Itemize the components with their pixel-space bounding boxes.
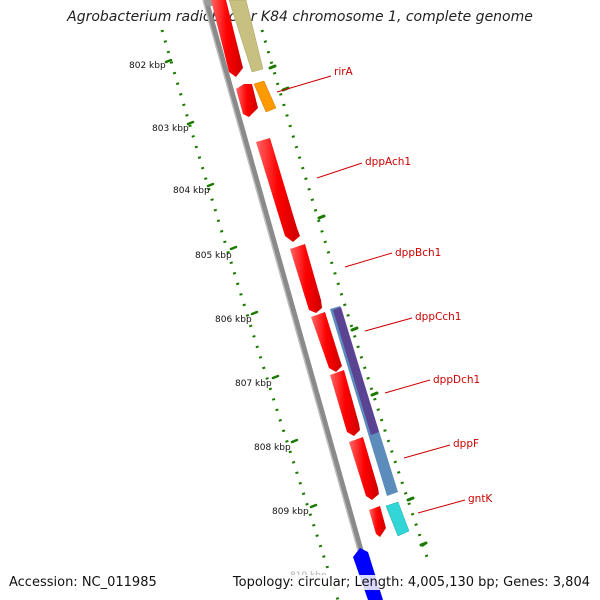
gene-arrow[interactable] — [236, 84, 258, 117]
gene-label[interactable]: gntK — [468, 493, 493, 505]
ruler-tick-label: 805 kbp — [195, 251, 232, 261]
ruler-ticks — [164, 58, 318, 509]
map-title: Agrobacterium radiobacter K84 chromosome… — [67, 9, 533, 25]
outer-dotted-track — [260, 29, 430, 561]
gene-arrow-gntK[interactable] — [369, 506, 386, 537]
gene-arrow-dppF[interactable] — [349, 437, 379, 500]
backbone-line — [203, 0, 378, 600]
backbone-highlight — [202, 0, 373, 600]
gene-arrow[interactable] — [228, 0, 264, 73]
gene-label[interactable]: dppAch1 — [365, 156, 411, 168]
ruler-tick-label: 802 kbp — [129, 61, 166, 71]
gene-label[interactable]: dppF — [453, 438, 479, 450]
ruler-tick-label: 808 kbp — [254, 443, 291, 453]
gene-arrow[interactable] — [353, 548, 383, 600]
topology-text: Topology: circular; Length: 4,005,130 bp… — [232, 575, 590, 590]
gene-features[interactable] — [204, 0, 410, 600]
gene-arrow-dppBch1[interactable] — [290, 244, 322, 313]
ruler-tick-label: 803 kbp — [152, 124, 189, 134]
label-leaders — [276, 75, 466, 514]
ruler-tick-label: 806 kbp — [215, 315, 252, 325]
gene-label[interactable]: dppBch1 — [395, 247, 441, 259]
gene-arrow-gntK-cyan[interactable] — [385, 501, 410, 537]
ruler-tick-label: 807 kbp — [235, 379, 272, 389]
gene-label[interactable]: rirA — [334, 66, 354, 78]
ruler-tick-label: 809 kbp — [272, 507, 309, 517]
gene-arrow-dppCch1[interactable] — [311, 312, 342, 372]
gene-label[interactable]: dppCch1 — [415, 311, 461, 323]
gene-arrow-dppAch1[interactable] — [256, 138, 300, 242]
gene-arrow[interactable] — [211, 0, 243, 77]
gene-arrow-rirA[interactable] — [253, 80, 277, 113]
gene-arrow-dppDch1[interactable] — [330, 370, 360, 436]
ruler-tick-label: 804 kbp — [173, 186, 210, 196]
accession-text: Accession: NC_011985 — [9, 575, 157, 590]
operon-feature[interactable] — [333, 307, 379, 435]
gene-label[interactable]: dppDch1 — [433, 374, 480, 386]
